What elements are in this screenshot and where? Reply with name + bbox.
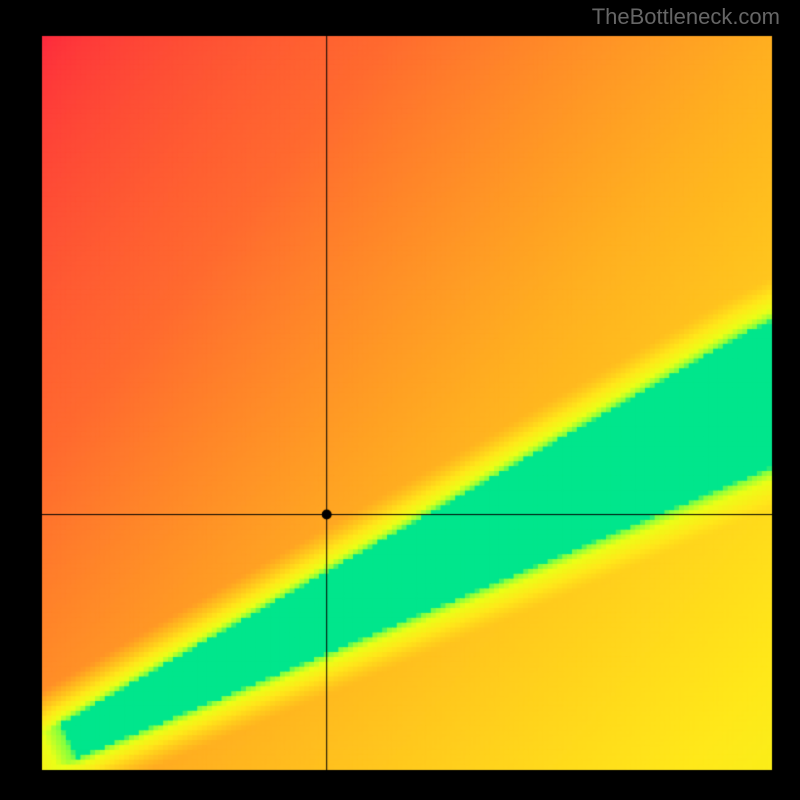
watermark-text: TheBottleneck.com bbox=[592, 4, 780, 30]
heatmap-canvas bbox=[0, 0, 800, 800]
chart-container: TheBottleneck.com bbox=[0, 0, 800, 800]
